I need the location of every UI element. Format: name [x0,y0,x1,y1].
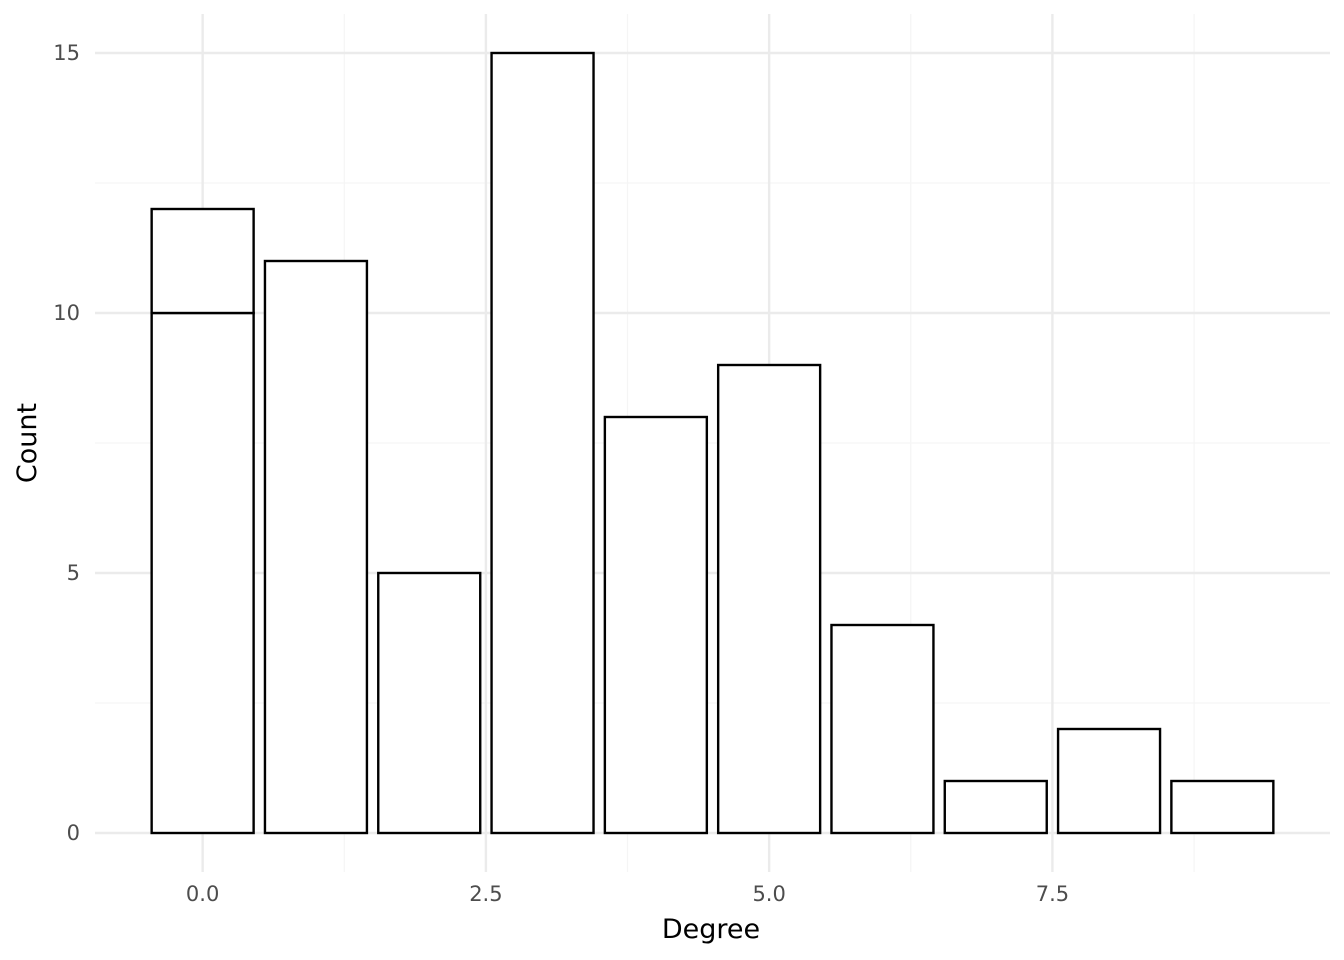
y-tick-label: 15 [53,41,80,65]
y-axis-title: Count [12,403,43,483]
bar-segment [603,415,709,835]
bar-segment [150,311,255,835]
bar-segment [150,207,255,315]
y-tick-label: 0 [67,821,80,845]
x-tick-label: 5.0 [752,882,785,906]
bar-segment [1056,727,1162,835]
bar-segment [263,259,369,835]
bar-segment [377,571,482,835]
bars [150,51,1275,835]
x-tick-label: 7.5 [1036,882,1069,906]
x-tick-label: 0.0 [186,882,219,906]
bar-segment [1170,779,1275,835]
y-tick-label: 5 [67,561,80,585]
y-axis-tick-labels: 0 5 10 15 [53,41,80,845]
bar-segment [490,51,595,835]
x-axis-title: Degree [662,914,760,945]
y-tick-label: 10 [53,301,80,325]
x-axis-tick-labels: 0.0 2.5 5.0 7.5 [186,882,1069,906]
bar-segment [716,363,822,835]
bar-segment [830,623,935,835]
bar-segment [943,779,1048,835]
x-tick-label: 2.5 [469,882,502,906]
